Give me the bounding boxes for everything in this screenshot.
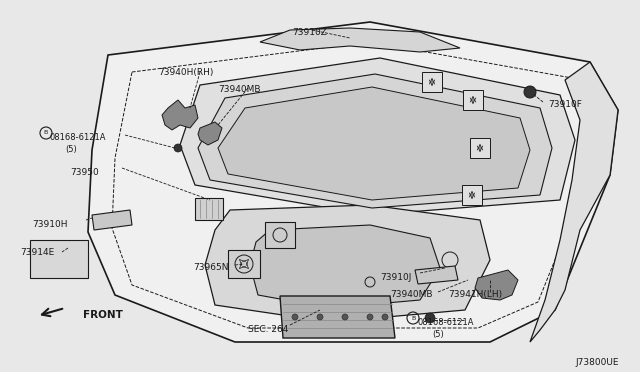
Circle shape bbox=[524, 86, 536, 98]
Circle shape bbox=[342, 314, 348, 320]
Bar bbox=[228, 250, 260, 278]
Bar bbox=[195, 198, 223, 220]
Text: 08168-6121A: 08168-6121A bbox=[50, 133, 106, 142]
Polygon shape bbox=[92, 210, 132, 230]
Bar bbox=[265, 222, 295, 248]
Polygon shape bbox=[530, 62, 618, 342]
Polygon shape bbox=[198, 122, 222, 145]
Text: 73910F: 73910F bbox=[548, 100, 582, 109]
Polygon shape bbox=[280, 296, 395, 338]
Circle shape bbox=[317, 314, 323, 320]
Polygon shape bbox=[218, 87, 530, 200]
Circle shape bbox=[382, 314, 388, 320]
Bar bbox=[462, 185, 482, 205]
Polygon shape bbox=[205, 205, 490, 322]
Polygon shape bbox=[198, 74, 552, 208]
Polygon shape bbox=[180, 58, 575, 215]
Polygon shape bbox=[475, 270, 518, 300]
Text: J73800UE: J73800UE bbox=[575, 358, 618, 367]
Text: 73940MB: 73940MB bbox=[390, 290, 433, 299]
Text: B: B bbox=[411, 315, 415, 321]
Text: 73914E: 73914E bbox=[20, 248, 54, 257]
Bar bbox=[463, 90, 483, 110]
Bar bbox=[470, 138, 490, 158]
Polygon shape bbox=[162, 100, 198, 130]
Text: 73910H: 73910H bbox=[32, 220, 67, 229]
Circle shape bbox=[292, 314, 298, 320]
Circle shape bbox=[425, 313, 435, 323]
Text: 73941H(LH): 73941H(LH) bbox=[448, 290, 502, 299]
Text: 73950: 73950 bbox=[70, 168, 99, 177]
Circle shape bbox=[174, 144, 182, 152]
Polygon shape bbox=[415, 266, 458, 284]
Polygon shape bbox=[88, 22, 618, 342]
Text: B: B bbox=[44, 131, 48, 135]
Text: 08168-6121A: 08168-6121A bbox=[418, 318, 474, 327]
Text: (5): (5) bbox=[432, 330, 444, 339]
Circle shape bbox=[367, 314, 373, 320]
Text: 73940MB: 73940MB bbox=[218, 85, 260, 94]
Text: 73910J: 73910J bbox=[380, 273, 412, 282]
Bar bbox=[422, 72, 442, 92]
Text: (5): (5) bbox=[65, 145, 77, 154]
Text: 73940H(RH): 73940H(RH) bbox=[158, 68, 213, 77]
Text: FRONT: FRONT bbox=[83, 310, 123, 320]
Polygon shape bbox=[250, 225, 440, 308]
Bar bbox=[30, 240, 88, 278]
Text: 73910Z: 73910Z bbox=[292, 28, 328, 37]
Polygon shape bbox=[260, 28, 460, 52]
Text: 73965N: 73965N bbox=[193, 263, 228, 272]
Text: SEC. 264: SEC. 264 bbox=[248, 325, 289, 334]
